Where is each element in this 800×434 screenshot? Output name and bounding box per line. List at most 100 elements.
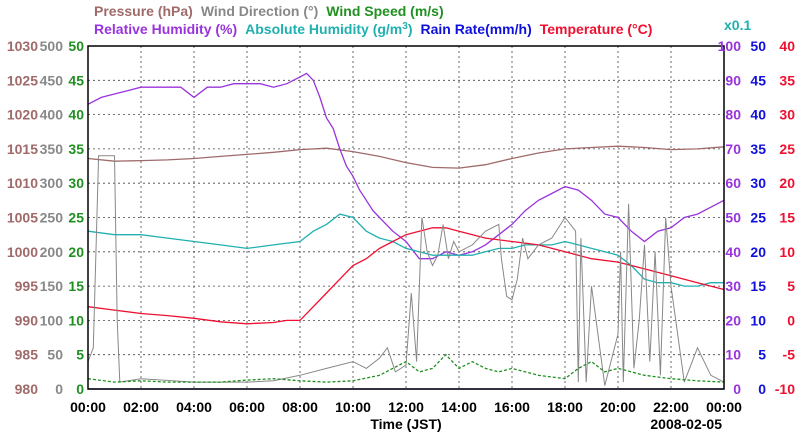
left-tick-label: 1005: [7, 210, 38, 226]
right-tick-label: -10: [775, 381, 795, 397]
x-tick-label: 04:00: [176, 399, 212, 415]
legend-row: Pressure (hPa) Wind Direction (°) Wind Spe…: [94, 3, 444, 19]
left-tick-label: 400: [40, 107, 64, 123]
legend-entry: Wind Speed (m/s): [326, 3, 443, 19]
series-line-wdir: [87, 155, 725, 386]
right-tick-label: 70: [725, 141, 741, 157]
left-tick-label: 0: [55, 381, 63, 397]
left-tick-label: 200: [40, 244, 64, 260]
scale-note: x0.1: [724, 17, 751, 33]
left-tick-label: 1010: [7, 175, 38, 191]
left-tick-label: 20: [68, 244, 84, 260]
x-tick-label: 22:00: [653, 399, 689, 415]
left-tick-label: 35: [68, 141, 84, 157]
right-tick-label: 80: [725, 107, 741, 123]
series-line-rh: [87, 72, 725, 260]
legend-entry: Relative Humidity (%): [94, 21, 237, 37]
right-tick-label: 25: [750, 210, 766, 226]
right-tick-label: 15: [779, 210, 795, 226]
right-tick-label: 35: [750, 141, 766, 157]
right-tick-label: -5: [783, 347, 796, 363]
right-tick-label: 0: [758, 381, 766, 397]
right-tick-label: 45: [750, 72, 766, 88]
x-tick-label: 08:00: [282, 399, 318, 415]
right-tick-label: 5: [758, 347, 766, 363]
right-tick-label: 30: [725, 278, 741, 294]
left-tick-label: 0: [76, 381, 84, 397]
left-tick-label: 990: [15, 312, 39, 328]
series-line-temp: [87, 227, 725, 325]
legend-tail: ): [408, 21, 413, 37]
left-tick-label: 30: [68, 175, 84, 191]
x-axis-ticks: 00:00 02:00 04:00 06:00 08:00 10:00 12:00 14:00…: [70, 399, 742, 415]
left-tick-label: 250: [40, 210, 64, 226]
right-tick-label: 20: [750, 244, 766, 260]
left-tick-label: 300: [40, 175, 64, 191]
series-line-wspd: [87, 353, 725, 383]
right-tick-label: 10: [779, 244, 795, 260]
legend-entry: Absolute Humidity (g/m: [245, 21, 402, 37]
right-axis-ticks: 1009080706050403020100504540353025201510…: [718, 17, 796, 397]
left-axis-ticks: 1030102510201015101010051000995990985980…: [7, 38, 84, 397]
legend-row: Relative Humidity (%) Absolute Humidity (…: [94, 21, 652, 37]
series-line-ah: [87, 213, 724, 287]
legend-entry: Temperature (°C): [540, 21, 653, 37]
left-tick-label: 450: [40, 72, 64, 88]
right-tick-label: 0: [787, 312, 795, 328]
right-tick-label: 40: [750, 107, 766, 123]
right-tick-label: 40: [725, 244, 741, 260]
x-tick-label: 16:00: [494, 399, 530, 415]
x-tick-label: 20:00: [600, 399, 636, 415]
left-tick-label: 10: [68, 312, 84, 328]
x-tick-label: 00:00: [70, 399, 106, 415]
legend-sup: 3: [402, 21, 408, 32]
right-tick-label: 10: [750, 312, 766, 328]
left-tick-label: 150: [40, 278, 64, 294]
series-line-pressure: [87, 145, 725, 169]
left-tick-label: 50: [47, 347, 63, 363]
left-tick-label: 15: [68, 278, 84, 294]
right-tick-label: 20: [779, 175, 795, 191]
left-tick-label: 980: [15, 381, 39, 397]
left-tick-label: 350: [40, 141, 64, 157]
left-tick-label: 985: [15, 347, 39, 363]
left-tick-label: 1000: [7, 244, 38, 260]
legend: Pressure (hPa) Wind Direction (°) Wind Spe…: [94, 3, 652, 37]
left-tick-label: 995: [15, 278, 39, 294]
left-tick-label: 1020: [7, 107, 38, 123]
right-tick-label: 25: [779, 141, 795, 157]
right-tick-label: 40: [779, 38, 795, 54]
x-tick-label: 12:00: [388, 399, 424, 415]
right-tick-label: 5: [787, 278, 795, 294]
left-tick-label: 50: [68, 38, 84, 54]
x-tick-label: 06:00: [229, 399, 265, 415]
left-tick-label: 40: [68, 107, 84, 123]
x-tick-label: 14:00: [441, 399, 477, 415]
right-tick-label: 50: [725, 210, 741, 226]
x-tick-label: 00:00: [706, 399, 742, 415]
x-tick-label: 10:00: [335, 399, 371, 415]
right-tick-label: 35: [779, 72, 795, 88]
x-axis-label: Time (JST): [370, 416, 441, 432]
left-tick-label: 1025: [7, 72, 38, 88]
x-tick-label: 02:00: [123, 399, 159, 415]
right-tick-label: 10: [725, 347, 741, 363]
right-tick-label: 0: [733, 381, 741, 397]
right-tick-label: 15: [750, 278, 766, 294]
left-tick-label: 1030: [7, 38, 38, 54]
right-tick-label: 30: [779, 107, 795, 123]
x-tick-label: 18:00: [547, 399, 583, 415]
plot-frame: [87, 45, 725, 390]
legend-entry: Wind Direction (°): [201, 3, 318, 19]
left-tick-label: 25: [68, 210, 84, 226]
right-tick-label: 90: [725, 72, 741, 88]
left-tick-label: 500: [40, 38, 64, 54]
legend-entry: Rain Rate(mm/h): [421, 21, 532, 37]
left-tick-label: 45: [68, 72, 84, 88]
right-tick-label: 50: [750, 38, 766, 54]
right-tick-label: 100: [718, 38, 742, 54]
right-tick-label: 20: [725, 312, 741, 328]
left-tick-label: 5: [76, 347, 84, 363]
legend-entry: Pressure (hPa): [94, 3, 193, 19]
